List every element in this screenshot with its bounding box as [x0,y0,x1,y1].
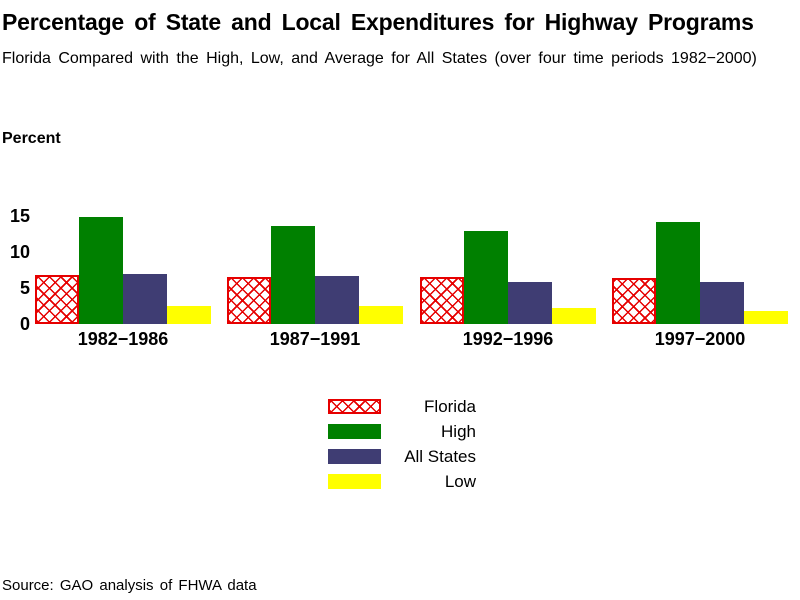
bar-low-1987−1991 [359,306,403,324]
bar-all-states-1982−1986 [123,274,167,324]
legend-row-all-states: All States [328,447,476,466]
legend-label-high: High [441,422,476,441]
bar-high-1982−1986 [79,217,123,324]
legend: Florida High All States Low [328,397,476,499]
y-tick-5: 5 [19,278,30,298]
bar-low-1992−1996 [552,308,596,324]
legend-label-florida: Florida [424,397,476,416]
bar-all-states-1997−2000 [700,282,744,324]
legend-row-low: Low [328,472,476,491]
bar-high-1992−1996 [464,231,508,324]
legend-label-low: Low [444,472,476,491]
legend-swatch-all-states-navy [328,449,381,464]
legend-swatch-low-yellow [328,474,381,489]
bar-all-states-1992−1996 [508,282,552,324]
y-tick-0: 0 [19,314,30,334]
bar-all-states-1987−1991 [315,276,359,324]
bar-florida-1987−1991 [227,277,271,324]
chart-title: Percentage of State and Local Expenditur… [2,9,754,35]
legend-swatch-florida-crosshatch [328,399,381,414]
y-axis-label: Percent [2,130,61,147]
bar-florida-1997−2000 [612,278,656,324]
legend-row-high: High [328,422,476,441]
bar-high-1997−2000 [656,222,700,324]
legend-swatch-high-green [328,424,381,439]
chart-subtitle: Florida Compared with the High, Low, and… [2,50,757,67]
x-category-label: 1992−1996 [462,329,554,349]
source-note: Source: GAO analysis of FHWA data [2,577,257,594]
bar-florida-1982−1986 [35,275,79,324]
bar-florida-1992−1996 [420,277,464,324]
x-category-label: 1987−1991 [269,329,361,349]
x-category-label: 1982−1986 [77,329,169,349]
y-tick-15: 15 [9,206,30,226]
bar-low-1982−1986 [167,306,211,324]
legend-row-florida: Florida [328,397,476,416]
legend-label-all-states: All States [404,447,476,466]
bar-high-1987−1991 [271,226,315,324]
x-category-label: 1997−2000 [654,329,746,349]
bar-low-1997−2000 [744,311,788,324]
y-tick-10: 10 [9,242,30,262]
